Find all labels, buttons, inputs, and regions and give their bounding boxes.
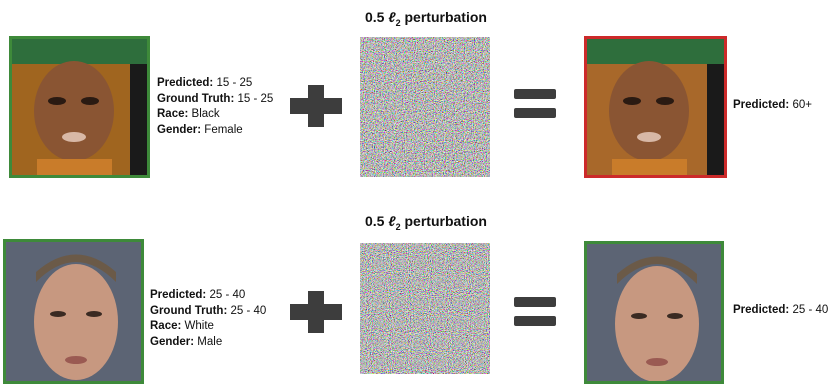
- amount: 0.5: [365, 213, 384, 229]
- equals-sign: [514, 297, 556, 327]
- label-value: White: [185, 320, 214, 332]
- label-line: Ground Truth: 25 - 40: [150, 304, 266, 320]
- perturbation-title: 0.5 ℓ2 perturbation: [365, 213, 487, 232]
- symbol: ℓ: [388, 9, 395, 25]
- subscript: 2: [396, 18, 401, 28]
- label-line: Race: Black: [157, 107, 273, 123]
- amount: 0.5: [365, 9, 384, 25]
- label-key: Race:: [150, 320, 181, 332]
- label-value: 60+: [792, 99, 812, 111]
- label-line: Predicted: 15 - 25: [157, 76, 273, 92]
- plus-sign: [290, 85, 342, 127]
- subscript: 2: [396, 222, 401, 232]
- label-line: Gender: Male: [150, 335, 266, 351]
- word: perturbation: [405, 213, 487, 229]
- label-key: Predicted:: [733, 304, 789, 316]
- label-value: Black: [192, 108, 220, 120]
- input-face: [9, 36, 150, 178]
- label-key: Ground Truth:: [150, 305, 227, 317]
- label-line: Race: White: [150, 319, 266, 335]
- output-labels: Predicted: 25 - 40: [733, 303, 828, 319]
- label-value: Female: [204, 124, 242, 136]
- label-line: Predicted: 25 - 40: [150, 288, 266, 304]
- label-value: 15 - 25: [216, 77, 252, 89]
- input-face: [3, 239, 144, 384]
- output-labels: Predicted: 60+: [733, 98, 812, 114]
- face-image: [12, 39, 147, 175]
- label-line: Predicted: 25 - 40: [733, 303, 828, 319]
- label-key: Gender:: [157, 124, 201, 136]
- label-value: 25 - 40: [231, 305, 267, 317]
- label-key: Predicted:: [157, 77, 213, 89]
- output-face: [584, 36, 727, 178]
- label-value: Male: [197, 336, 222, 348]
- word: perturbation: [405, 9, 487, 25]
- label-value: 15 - 25: [238, 93, 274, 105]
- label-line: Ground Truth: 15 - 25: [157, 92, 273, 108]
- label-key: Ground Truth:: [157, 93, 234, 105]
- label-value: 25 - 40: [209, 289, 245, 301]
- face-image: [587, 39, 724, 175]
- label-line: Gender: Female: [157, 123, 273, 139]
- label-key: Gender:: [150, 336, 194, 348]
- label-key: Predicted:: [150, 289, 206, 301]
- figure: 0.5 ℓ2 perturbation Predicted: 15 - 25Gr…: [0, 0, 833, 380]
- face-image: [6, 242, 141, 381]
- face-image: [587, 244, 721, 381]
- label-key: Predicted:: [733, 99, 789, 111]
- plus-sign: [290, 291, 342, 333]
- symbol: ℓ: [388, 213, 395, 229]
- label-line: Predicted: 60+: [733, 98, 812, 114]
- noise-image: [360, 243, 490, 374]
- perturbation-title: 0.5 ℓ2 perturbation: [365, 9, 487, 28]
- equals-sign: [514, 89, 556, 119]
- label-key: Race:: [157, 108, 188, 120]
- noise-image: [360, 37, 490, 177]
- label-value: 25 - 40: [792, 304, 828, 316]
- output-face: [584, 241, 724, 384]
